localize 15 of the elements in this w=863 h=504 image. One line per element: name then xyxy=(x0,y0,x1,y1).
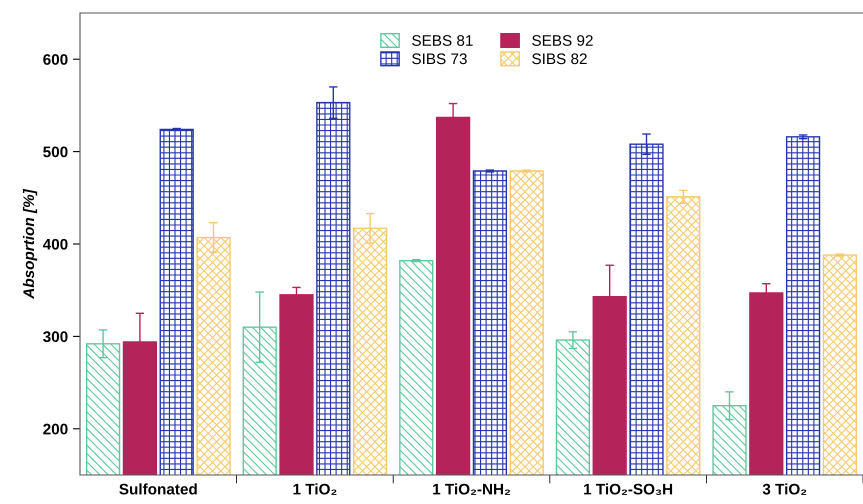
y-tick-label: 500 xyxy=(43,146,68,158)
y-axis-title: Absoprtion [%] xyxy=(22,188,38,300)
y-tick-label: 400 xyxy=(42,238,68,250)
x-tick-label: 1 TiO₂ xyxy=(294,483,336,495)
y-tick-label: 300 xyxy=(43,331,68,342)
legend-label: SEBS 81 xyxy=(412,35,473,46)
y-tick-label: 600 xyxy=(43,54,68,65)
legend-label: SIBS 73 xyxy=(412,53,467,64)
legend-label: SEBS 92 xyxy=(532,35,593,46)
y-tick-label: 200 xyxy=(43,424,68,434)
x-tick-label: 3 TiO₂ xyxy=(762,483,806,495)
legend-label: SIBS 82 xyxy=(532,53,587,64)
x-tick-label: Sulfonated xyxy=(119,483,197,495)
x-tick-label: 1 TiO₂-SO₃H xyxy=(584,483,672,495)
x-tick-label: 1 TiO₂-NH₂ xyxy=(433,483,510,495)
